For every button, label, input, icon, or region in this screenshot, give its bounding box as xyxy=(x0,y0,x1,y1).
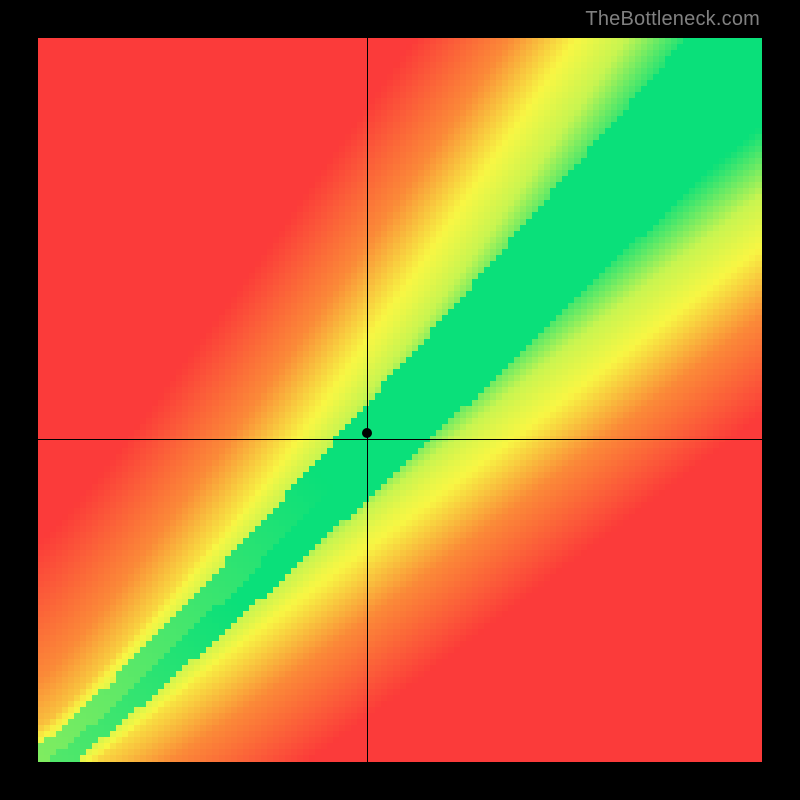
operating-point-marker xyxy=(362,428,372,438)
bottleneck-heatmap xyxy=(38,38,762,762)
crosshair-horizontal xyxy=(38,439,762,440)
watermark-text: TheBottleneck.com xyxy=(585,8,760,31)
chart-container: TheBottleneck.com xyxy=(0,0,800,800)
crosshair-vertical xyxy=(367,38,368,762)
